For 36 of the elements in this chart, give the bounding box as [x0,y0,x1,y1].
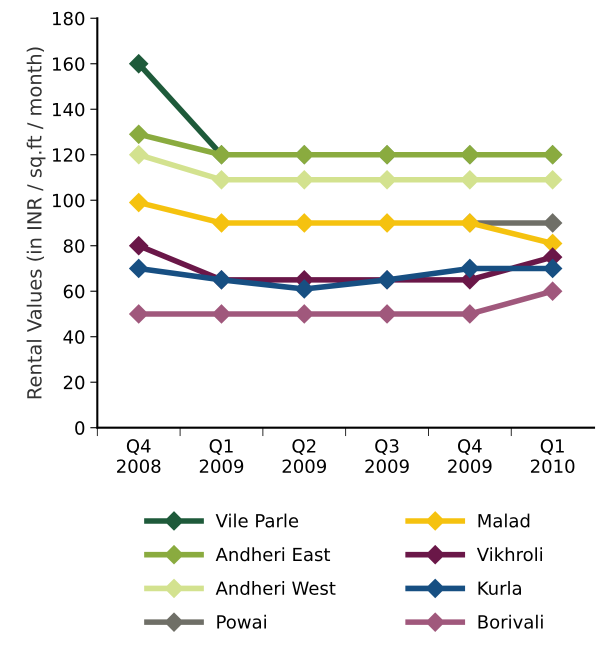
legend-label: Kurla [478,581,521,595]
x-tick-label: Q4 2009 [448,439,492,474]
point [543,282,562,301]
point [543,213,562,233]
y-tick-label: 180 [53,12,84,26]
point [543,258,562,278]
legend-label: Vikhroli [476,547,542,562]
legend-label: Powai [217,614,266,629]
legend-label: Borivali [478,614,543,629]
y-tick-label: 80 [64,239,84,253]
legend-label: Andheri East [216,547,330,562]
x-tick-label: Q2 2009 [282,439,326,474]
y-tick-label: 120 [53,148,84,162]
point [294,279,314,298]
point [129,192,148,212]
point [129,54,148,74]
x-tick-label: Q1 2009 [200,439,244,474]
legend-label: Andheri West [216,581,336,595]
x-tick-label: Q3 2009 [365,439,409,474]
y-tick-label: 160 [53,57,84,71]
y-tick-label: 60 [64,284,84,298]
point [460,258,480,278]
x-tick-label: Q4 2008 [117,439,160,474]
y-axis-title: Rental Values (in INR / sq.ft / month) [26,47,46,398]
y-tick-label: 0 [75,421,84,435]
point [129,258,148,278]
y-tick-label: 20 [64,376,84,390]
point [129,124,148,144]
y-tick-label: 100 [53,194,84,208]
point [129,236,148,256]
legend-label: Vile Parle [216,514,298,528]
legend-label: Malad [478,514,530,528]
y-tick-label: 140 [53,102,84,116]
point [129,145,148,164]
x-tick-label: Q1 2010 [530,439,574,474]
y-tick-label: 40 [63,330,84,344]
